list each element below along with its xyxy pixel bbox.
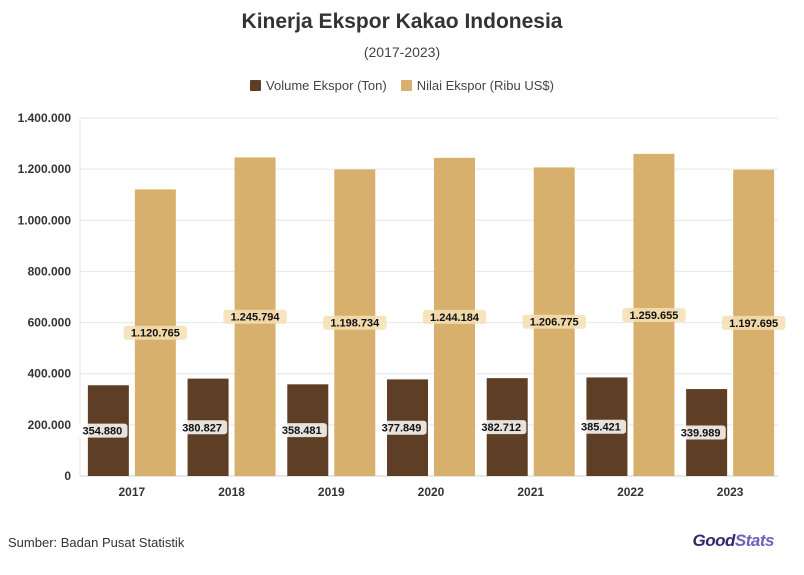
data-label-bg (323, 315, 387, 330)
y-tick-label: 600.000 (28, 316, 72, 330)
data-label-bg (276, 423, 327, 438)
y-tick-label: 1.400.000 (18, 111, 72, 125)
y-tick-label: 1.000.000 (18, 213, 72, 227)
data-label-bg (77, 423, 128, 438)
data-label-nilai: 1.197.695 (729, 318, 778, 330)
x-tick-label: 2017 (119, 485, 146, 499)
data-label-bg (223, 309, 287, 324)
data-label-bg (376, 420, 427, 435)
data-label-bg (522, 314, 586, 329)
data-label-nilai: 1.259.655 (629, 310, 678, 322)
legend-label-volume: Volume Ekspor (Ton) (266, 78, 387, 93)
brand-logo-part2: Stats (734, 531, 775, 550)
data-label-bg (422, 309, 487, 324)
x-tick-label: 2018 (218, 485, 245, 499)
legend-label-nilai: Nilai Ekspor (Ribu US$) (416, 78, 554, 93)
x-tick-label: 2021 (517, 485, 544, 499)
y-tick-label: 0 (64, 469, 71, 483)
data-label-bg (123, 325, 188, 340)
data-label-bg (575, 419, 627, 434)
brand-logo: GoodStats (692, 531, 775, 551)
chart-title: Kinerja Ekspor Kakao Indonesia (241, 10, 563, 33)
legend-swatch-nilai (400, 80, 412, 91)
x-tick-label: 2022 (617, 485, 644, 499)
data-label-nilai: 1.245.794 (231, 312, 281, 324)
x-tick-label: 2019 (318, 485, 345, 499)
data-label-nilai: 1.120.765 (131, 328, 180, 340)
brand-logo-part1: Good (692, 531, 736, 550)
legend-item-volume[interactable]: Volume Ekspor (Ton) (250, 78, 387, 93)
chart-legend: Volume Ekspor (Ton) Nilai Ekspor (Ribu U… (0, 78, 804, 93)
data-label-volume: 358.481 (282, 425, 322, 437)
data-label-volume: 377.849 (382, 423, 422, 435)
source-note: Sumber: Badan Pusat Statistik (8, 535, 185, 550)
data-label-bg (721, 315, 786, 330)
legend-item-nilai[interactable]: Nilai Ekspor (Ribu US$) (400, 78, 554, 93)
y-tick-label: 400.000 (28, 367, 72, 381)
data-label-volume: 382.712 (481, 422, 521, 434)
legend-swatch-volume (250, 80, 262, 91)
data-label-bg (476, 420, 527, 435)
data-label-volume: 385.421 (581, 422, 621, 434)
data-label-bg (622, 307, 686, 322)
data-label-nilai: 1.206.775 (530, 317, 579, 329)
data-label-volume: 339.989 (681, 428, 721, 440)
data-label-volume: 354.880 (82, 426, 122, 438)
y-tick-label: 800.000 (28, 264, 72, 278)
chart-subtitle: (2017-2023) (363, 44, 441, 60)
data-label-nilai: 1.198.734 (330, 318, 380, 330)
y-tick-label: 200.000 (28, 418, 72, 432)
y-tick-label: 1.200.000 (18, 162, 72, 176)
data-label-bg (176, 420, 228, 435)
data-label-volume: 380.827 (182, 422, 222, 434)
data-label-bg (675, 425, 726, 440)
data-label-nilai: 1.244.184 (430, 312, 480, 324)
x-tick-label: 2023 (717, 485, 744, 499)
x-tick-label: 2020 (418, 485, 445, 499)
